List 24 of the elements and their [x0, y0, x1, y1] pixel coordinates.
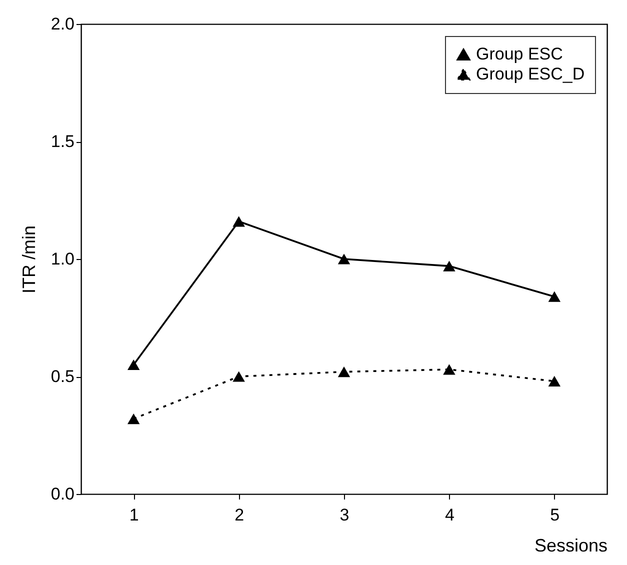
- y-tick-label: 1.5: [50, 132, 74, 151]
- y-tick-label: 0.5: [50, 367, 74, 386]
- legend-label: Group ESC_D: [476, 64, 585, 84]
- x-tick-label: 3: [340, 506, 350, 524]
- y-tick-label: 2.0: [50, 14, 74, 34]
- point: [232, 216, 245, 227]
- point: [338, 254, 350, 264]
- x-tick-label: 2: [234, 506, 244, 524]
- x-tick-label: 1: [129, 506, 139, 524]
- point: [127, 413, 140, 424]
- point: [338, 366, 350, 378]
- point: [548, 291, 561, 302]
- point: [232, 371, 245, 382]
- x-axis-title: Sessions: [534, 536, 608, 556]
- point: [127, 359, 140, 370]
- y-tick-label: 0.0: [50, 484, 74, 504]
- x-tick-label: 4: [444, 506, 454, 524]
- y-axis-title: ITR /min: [18, 225, 39, 294]
- x-tick-label: 5: [550, 506, 560, 524]
- point: [548, 376, 561, 387]
- legend-label: Group ESC: [476, 44, 563, 64]
- y-tick-label: 1.0: [50, 250, 74, 268]
- point: [443, 364, 456, 375]
- point: [443, 260, 456, 272]
